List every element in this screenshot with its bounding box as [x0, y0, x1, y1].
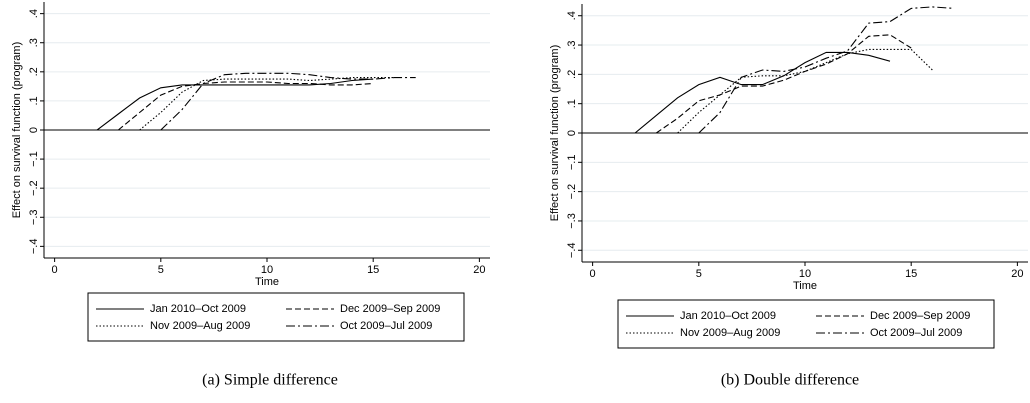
y-tick-label: .1	[28, 96, 40, 105]
legend-box	[87, 292, 465, 342]
x-tick-label: 10	[799, 268, 811, 280]
series-line	[677, 48, 933, 134]
legend-label: Dec 2009–Sep 2009	[870, 310, 970, 322]
x-axis-title: Time	[255, 276, 279, 288]
legend: Jan 2010–Oct 2009 Dec 2009–Sep 2009 Nov 20…	[617, 299, 995, 349]
legend-label: Jan 2010–Oct 2009	[150, 303, 246, 315]
y-tick-label: −.1	[28, 151, 40, 167]
x-axis-title: Time	[793, 280, 817, 292]
legend: Jan 2010–Oct 2009 Dec 2009–Sep 2009 Nov 20…	[87, 292, 465, 342]
series-line	[139, 77, 395, 131]
y-tick-label: .2	[566, 70, 578, 79]
series-line	[655, 34, 912, 134]
x-tick-label: 5	[696, 268, 702, 280]
y-tick-label: −.3	[28, 209, 40, 225]
y-tick-label: .3	[566, 40, 578, 49]
x-tick-label: 10	[261, 264, 273, 276]
y-tick-label: .4	[566, 11, 578, 20]
y-tick-label: .2	[28, 67, 40, 76]
chart-panel: −.4 −.3 −.2 −.1 0 .1 .2 .3 .4 0 5 10 15 20 Time Effect …	[549, 4, 1028, 389]
legend-label: Jan 2010–Oct 2009	[680, 310, 776, 322]
x-tick-label: 0	[590, 268, 596, 280]
x-tick-label: 15	[367, 264, 379, 276]
legend-label: Nov 2009–Aug 2009	[150, 320, 250, 332]
series-line	[96, 78, 374, 131]
caption: (b) Double difference	[721, 372, 859, 389]
series-line	[160, 72, 416, 131]
y-axis-title: Effect on survival function (program)	[11, 42, 23, 218]
y-tick-label: 0	[566, 130, 578, 136]
caption: (a) Simple difference	[202, 372, 338, 389]
y-axis-title: Effect on survival function (program)	[549, 45, 561, 221]
y-tick-label: 0	[28, 127, 40, 133]
x-tick-label: 15	[905, 268, 917, 280]
y-tick-label: .1	[566, 99, 578, 108]
y-tick-label: −.2	[28, 180, 40, 196]
legend-box	[617, 299, 995, 349]
x-tick-label: 20	[1011, 268, 1023, 280]
y-tick-label: −.4	[28, 239, 40, 255]
x-tick-label: 20	[473, 264, 485, 276]
series-line	[117, 81, 374, 131]
legend-label: Oct 2009–Jul 2009	[870, 327, 962, 339]
series-line	[698, 6, 954, 134]
x-tick-label: 0	[52, 264, 58, 276]
y-tick-label: −.1	[566, 155, 578, 171]
x-tick-label: 5	[158, 264, 164, 276]
y-tick-label: −.2	[566, 184, 578, 200]
legend-label: Nov 2009–Aug 2009	[680, 327, 780, 339]
y-tick-label: −.4	[566, 242, 578, 258]
legend-label: Dec 2009–Sep 2009	[340, 303, 440, 315]
legend-label: Oct 2009–Jul 2009	[340, 320, 432, 332]
y-tick-label: .3	[28, 38, 40, 47]
y-tick-label: −.3	[566, 213, 578, 229]
y-tick-label: .4	[28, 9, 40, 18]
series-line	[634, 51, 891, 134]
chart-panel: −.4 −.3 −.2 −.1 0 .1 .2 .3 .4 0 5 10 15 20 Time Effect …	[11, 2, 490, 389]
